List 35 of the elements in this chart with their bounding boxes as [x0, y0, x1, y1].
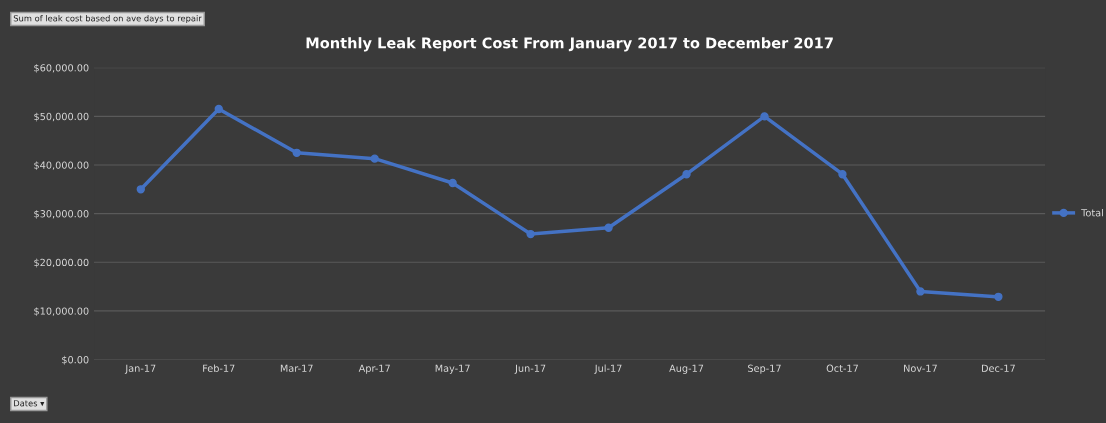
- x-tick-label: Jul-17: [594, 364, 622, 374]
- text: Sum of leak cost based on ave days to repair: [13, 15, 202, 24]
- x-tick-label: Mar-17: [280, 364, 313, 372]
- text: Dates ▾: [14, 400, 45, 407]
- y-tick-label: $10,000.00: [34, 307, 89, 317]
- x-tick-label: Feb-17: [203, 364, 235, 372]
- point: [136, 185, 145, 194]
- point: [370, 154, 379, 163]
- point: [214, 104, 223, 114]
- y-tick-label: $40,000.00: [34, 161, 89, 171]
- x-tick-label: Nov-17: [904, 364, 937, 372]
- point: [292, 148, 301, 157]
- y-tick-label: $60,000.00: [34, 63, 89, 73]
- x-tick-label: May-17: [435, 364, 470, 374]
- point: [448, 178, 457, 188]
- point: [994, 292, 1003, 301]
- x-tick-label: Apr-17: [358, 364, 390, 374]
- y-tick-label: $20,000.00: [34, 258, 89, 268]
- x-tick-label: Jun-17: [514, 364, 546, 374]
- x-tick-label: Dec-17: [982, 364, 1015, 372]
- chart-title: Monthly Leak Report Cost From January 2017 to December 2017: [306, 37, 833, 52]
- y-tick-label: $50,000.00: [34, 112, 89, 122]
- point: [838, 170, 847, 179]
- point: [760, 112, 769, 121]
- point: [916, 287, 925, 296]
- x-tick-label: Sep-17: [748, 364, 781, 374]
- legend-label: Total: [1081, 208, 1103, 217]
- x-tick-label: Oct-17: [826, 364, 858, 372]
- x-tick-label: Jan-17: [124, 364, 156, 374]
- x-tick-label: Aug-17: [669, 364, 704, 374]
- point: [604, 223, 613, 232]
- y-tick-label: $0.00: [62, 355, 89, 365]
- point: [526, 229, 535, 239]
- y-tick-label: $30,000.00: [34, 209, 89, 219]
- point: [682, 170, 691, 179]
